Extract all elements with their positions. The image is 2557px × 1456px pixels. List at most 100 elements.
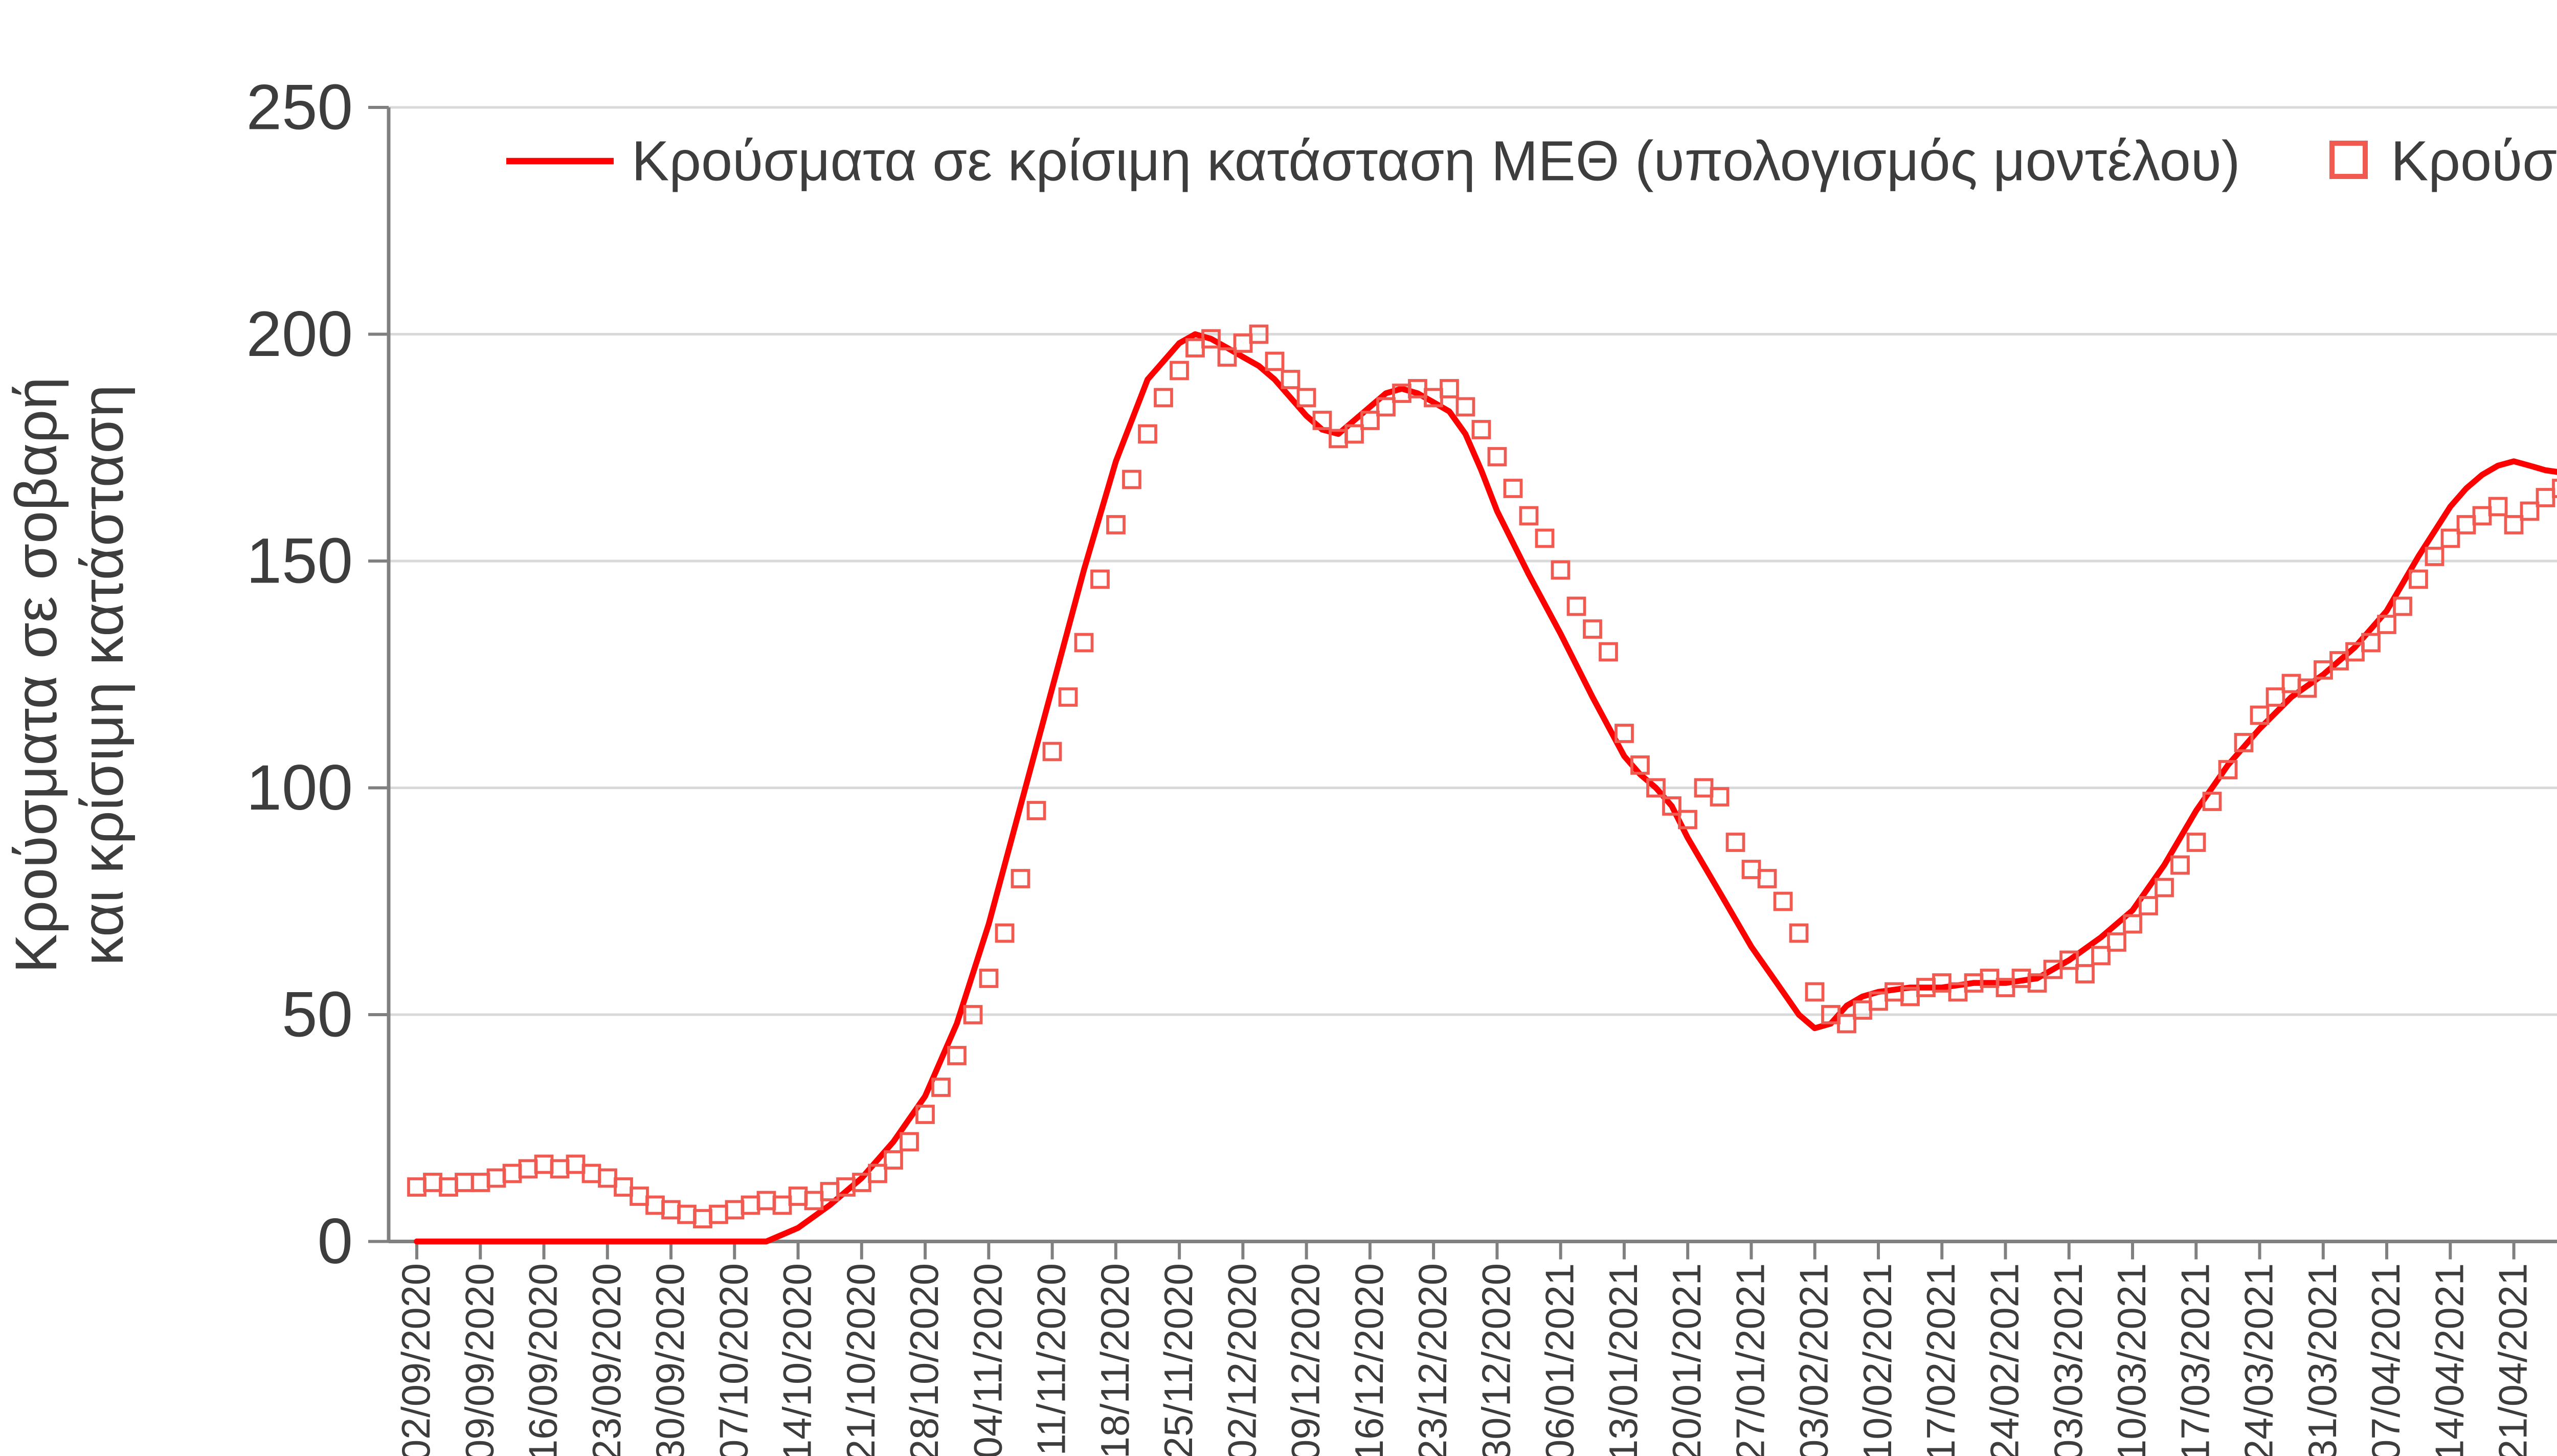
y-tick-label: 0 xyxy=(317,1206,353,1277)
confirmed-marker xyxy=(423,1173,442,1192)
confirmed-marker xyxy=(2107,932,2126,952)
x-tick-label: 13/01/2021 xyxy=(1602,1263,1646,1456)
confirmed-marker xyxy=(2139,896,2158,915)
x-tick-label: 11/11/2020 xyxy=(1030,1263,1074,1455)
confirmed-marker xyxy=(1837,1014,1856,1034)
confirmed-marker xyxy=(741,1195,760,1215)
x-tick-label: 28/10/2020 xyxy=(903,1263,947,1456)
x-tick-label: 14/04/2021 xyxy=(2428,1263,2472,1456)
x-tick-label: 24/03/2021 xyxy=(2237,1263,2281,1456)
confirmed-marker xyxy=(2170,855,2190,875)
confirmed-marker xyxy=(439,1177,458,1197)
confirmed-marker xyxy=(963,1005,983,1024)
legend: Κρούσματα σε κρίσιμη κατάσταση ΜΕΘ (υπολ… xyxy=(506,130,2557,193)
confirmed-marker xyxy=(2536,488,2555,507)
confirmed-marker xyxy=(1312,411,1332,430)
confirmed-marker xyxy=(1805,982,1825,1002)
confirmed-marker xyxy=(1583,619,1602,639)
x-tick-label: 16/09/2020 xyxy=(522,1263,566,1456)
confirmed-marker xyxy=(884,1150,903,1170)
confirmed-marker xyxy=(534,1154,554,1174)
confirmed-marker xyxy=(693,1209,712,1228)
confirmed-marker xyxy=(1757,869,1777,888)
confirmed-marker xyxy=(1011,869,1030,888)
confirmed-marker xyxy=(2297,678,2317,698)
confirmed-marker xyxy=(630,1186,649,1206)
confirmed-marker xyxy=(2504,515,2524,534)
x-tick-label: 31/03/2021 xyxy=(2301,1263,2345,1456)
confirmed-marker xyxy=(2472,506,2492,526)
confirmed-marker xyxy=(1599,642,1618,662)
confirmed-marker xyxy=(1026,801,1046,820)
y-tick-label: 250 xyxy=(246,72,353,143)
legend-label-confirmed: Κρούσματα σε κρίσιμη κατάσταση ΜΕΘ (επιβ… xyxy=(2391,130,2557,193)
x-tick-label: 10/03/2021 xyxy=(2110,1263,2154,1456)
confirmed-marker xyxy=(1566,596,1586,616)
confirmed-marker xyxy=(1122,469,1141,489)
legend-confirmed-square-icon xyxy=(2329,140,2368,179)
confirmed-marker xyxy=(979,969,999,988)
confirmed-marker xyxy=(931,1078,951,1097)
x-tick-label: 16/12/2020 xyxy=(1348,1263,1392,1456)
confirmed-marker xyxy=(947,1046,967,1065)
y-tick-label: 200 xyxy=(246,299,353,370)
confirmed-marker xyxy=(1296,388,1316,408)
confirmed-marker xyxy=(2218,760,2238,779)
x-tick-label: 09/09/2020 xyxy=(458,1263,502,1456)
confirmed-marker xyxy=(502,1163,522,1183)
confirmed-marker xyxy=(2059,950,2079,970)
confirmed-marker xyxy=(1455,397,1475,417)
x-tick-label: 24/02/2021 xyxy=(1983,1263,2027,1456)
x-tick-label: 30/09/2020 xyxy=(648,1263,692,1456)
confirmed-marker xyxy=(2250,705,2270,725)
confirmed-marker xyxy=(772,1195,792,1215)
confirmed-marker xyxy=(1170,361,1189,380)
confirmed-marker xyxy=(677,1204,697,1224)
confirmed-marker xyxy=(1471,420,1491,439)
x-tick-label: 23/12/2020 xyxy=(1411,1263,1455,1456)
confirmed-marker xyxy=(2361,633,2381,653)
x-tick-label: 28/04/2021 xyxy=(2555,1263,2557,1456)
y-tick-label: 100 xyxy=(246,752,353,823)
confirmed-marker xyxy=(1662,796,1681,816)
confirmed-marker xyxy=(1344,424,1364,444)
confirmed-marker xyxy=(1154,388,1173,408)
confirmed-marker xyxy=(915,1105,935,1124)
x-tick-label: 20/01/2021 xyxy=(1665,1263,1709,1456)
x-tick-label: 17/03/2021 xyxy=(2173,1263,2217,1456)
plot-area: 0 50 100 150 200 250 02/09/2020 09/09/2020 16/09… xyxy=(246,72,2557,1456)
x-tick-label: 03/02/2021 xyxy=(1792,1263,1836,1456)
confirmed-marker xyxy=(1360,411,1380,430)
confirmed-marker xyxy=(1106,515,1126,534)
confirmed-marker xyxy=(2075,964,2095,983)
x-tick-label: 06/01/2021 xyxy=(1538,1263,1582,1456)
x-tick-label: 25/11/2020 xyxy=(1157,1263,1201,1456)
x-tick-label: 02/12/2020 xyxy=(1220,1263,1264,1456)
confirmed-marker xyxy=(550,1159,570,1179)
confirmed-marker xyxy=(2202,792,2222,811)
confirmed-marker xyxy=(2155,878,2174,898)
confirmed-marker xyxy=(1773,891,1793,911)
confirmed-marker xyxy=(995,923,1015,943)
confirmed-marker xyxy=(2409,569,2428,589)
confirmed-marker xyxy=(2186,833,2206,852)
confirmed-marker xyxy=(1265,351,1285,371)
x-tick-label: 07/10/2020 xyxy=(712,1263,756,1456)
confirmed-marker xyxy=(1678,810,1697,830)
confirmed-marker xyxy=(709,1204,728,1224)
y-axis-title-line1: Κρούσματα σε σοβαρή xyxy=(4,377,69,973)
x-tick-label: 04/11/2020 xyxy=(966,1263,1010,1456)
x-tick-label: 02/09/2020 xyxy=(394,1263,438,1456)
legend-label-model: Κρούσματα σε κρίσιμη κατάσταση ΜΕΘ (υπολ… xyxy=(632,130,2240,193)
confirmed-marker xyxy=(1725,833,1745,852)
y-tick-label: 150 xyxy=(246,526,353,597)
confirmed-marker xyxy=(1789,923,1809,943)
confirmed-marker xyxy=(1281,370,1300,389)
confirmed-marker xyxy=(598,1168,617,1188)
confirmed-marker xyxy=(1233,333,1253,353)
confirmed-marker xyxy=(581,1163,601,1183)
confirmed-marker xyxy=(1074,633,1094,653)
confirmed-marker xyxy=(1090,569,1110,589)
